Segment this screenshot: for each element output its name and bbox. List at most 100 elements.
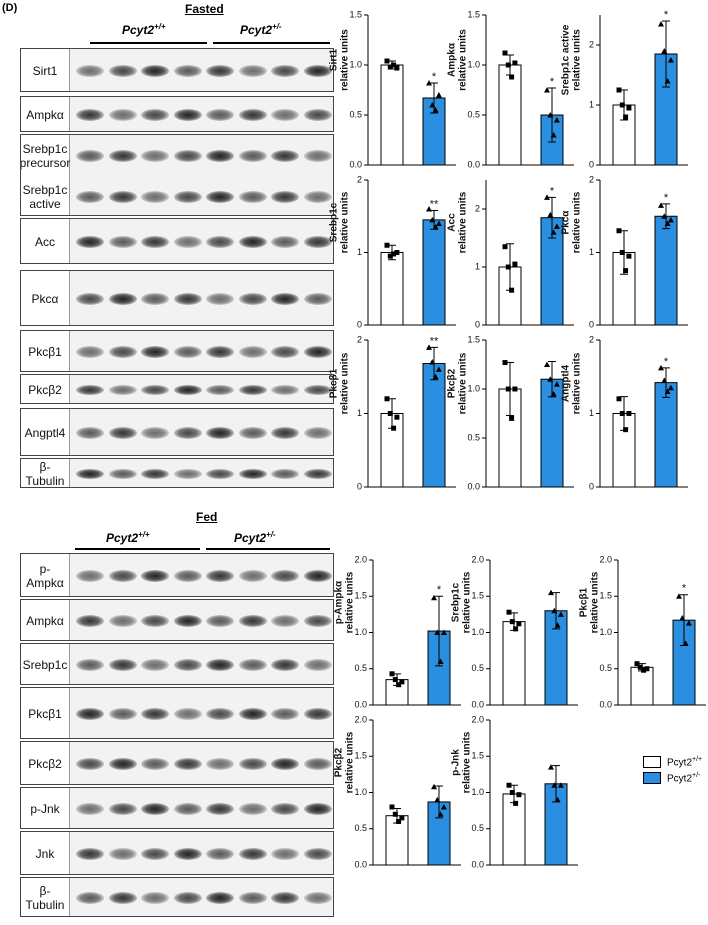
data-point: [679, 615, 686, 621]
data-point: [429, 359, 436, 365]
panel-title: Fasted: [185, 2, 224, 16]
blot-band: [271, 468, 299, 480]
blot-band: [271, 892, 299, 904]
blot-band: [108, 149, 137, 162]
y-tick-label: 1.5: [471, 591, 484, 601]
blot-label: Ampkα: [26, 614, 64, 628]
data-point: [435, 366, 442, 372]
blot-band: [238, 570, 267, 582]
y-axis-label: relative units: [340, 191, 351, 253]
y-tick-label: 0: [589, 159, 594, 169]
data-point: [661, 48, 668, 54]
blot-row: Ampkα: [20, 599, 334, 641]
y-tick-label: 1.5: [467, 334, 480, 344]
blot-row: p-Ampkα: [20, 553, 334, 597]
data-point: [392, 677, 398, 683]
y-axis-label: Srebp1c active: [561, 24, 572, 95]
blot-band: [238, 659, 267, 671]
blot-band: [303, 892, 332, 904]
blot-band: [271, 236, 299, 248]
data-point: [505, 62, 511, 68]
blot-band: [271, 346, 299, 358]
group-name: Pcyt2: [240, 23, 273, 37]
blot-image: [69, 878, 333, 916]
y-tick-label: 1.5: [354, 591, 367, 601]
blot-row: Pkcα: [20, 270, 334, 326]
error-bar: [393, 673, 401, 686]
blot-band: [141, 468, 169, 480]
blot-band: [206, 708, 234, 720]
data-point: [429, 102, 436, 108]
blot-band: [108, 109, 137, 121]
blot-band: [303, 236, 332, 248]
blot-band: [238, 848, 267, 860]
error-bar: [435, 595, 443, 667]
blot-band: [303, 427, 332, 439]
legend-name: Pcyt2: [667, 773, 693, 785]
y-tick-label: 1: [357, 408, 362, 418]
blot-band: [173, 708, 202, 720]
significance: *: [550, 76, 555, 88]
blot-band: [238, 236, 267, 248]
y-axis-label: relative units: [340, 29, 351, 91]
blot-band: [76, 346, 104, 358]
data-point: [554, 796, 561, 803]
blot-band: [271, 427, 299, 439]
data-point: [664, 388, 671, 394]
blot-label: Ampkα: [26, 108, 64, 122]
blot-band: [141, 384, 169, 396]
blot-band: [303, 803, 332, 815]
y-axis-label: relative units: [458, 352, 469, 414]
data-point: [619, 250, 625, 255]
blot-image: [69, 97, 333, 131]
blot-image: [69, 459, 333, 487]
data-point: [396, 682, 402, 688]
blot-band: [173, 848, 202, 860]
error-bar: [680, 594, 688, 647]
data-point: [544, 194, 550, 200]
blot-band: [76, 892, 104, 904]
y-axis-label: relative units: [458, 29, 469, 91]
data-point: [426, 344, 432, 350]
error-bar: [393, 807, 401, 824]
blot-band: [141, 65, 169, 77]
y-axis-label: relative units: [572, 352, 583, 414]
blot-label: Srebp1c: [22, 658, 68, 672]
blot-band: [303, 346, 332, 358]
y-axis-label: relative units: [572, 191, 583, 253]
blot-band: [108, 190, 137, 203]
blot-band: [206, 659, 234, 671]
blot-band: [238, 758, 267, 770]
blot-band: [303, 659, 332, 671]
y-tick-label: 2: [357, 174, 362, 184]
blot-band: [108, 346, 137, 358]
bar: [427, 801, 451, 866]
blot-row: Pkcβ1: [20, 330, 334, 372]
bar: [380, 252, 404, 326]
blot-band: [173, 427, 202, 439]
data-point: [384, 396, 390, 402]
data-point: [544, 87, 550, 93]
blot-band: [141, 848, 169, 860]
blot-band: [303, 384, 332, 396]
y-tick-label: 0.0: [354, 699, 367, 709]
y-tick-label: 0.0: [349, 159, 362, 169]
blot-image: [69, 742, 333, 784]
error-bar: [548, 87, 556, 143]
blot-band: [238, 708, 267, 720]
data-point: [623, 114, 629, 120]
bar: [672, 619, 696, 706]
error-bar: [620, 89, 628, 121]
blot-band: [206, 427, 234, 439]
data-point: [548, 589, 554, 596]
error-bar: [388, 60, 396, 70]
data-point: [554, 622, 561, 628]
data-point: [512, 261, 518, 267]
blot-band: [141, 293, 169, 305]
data-point: [394, 414, 400, 420]
blot-band: [303, 190, 332, 203]
data-point: [667, 57, 674, 63]
bar: [422, 97, 446, 166]
data-point: [553, 223, 560, 229]
